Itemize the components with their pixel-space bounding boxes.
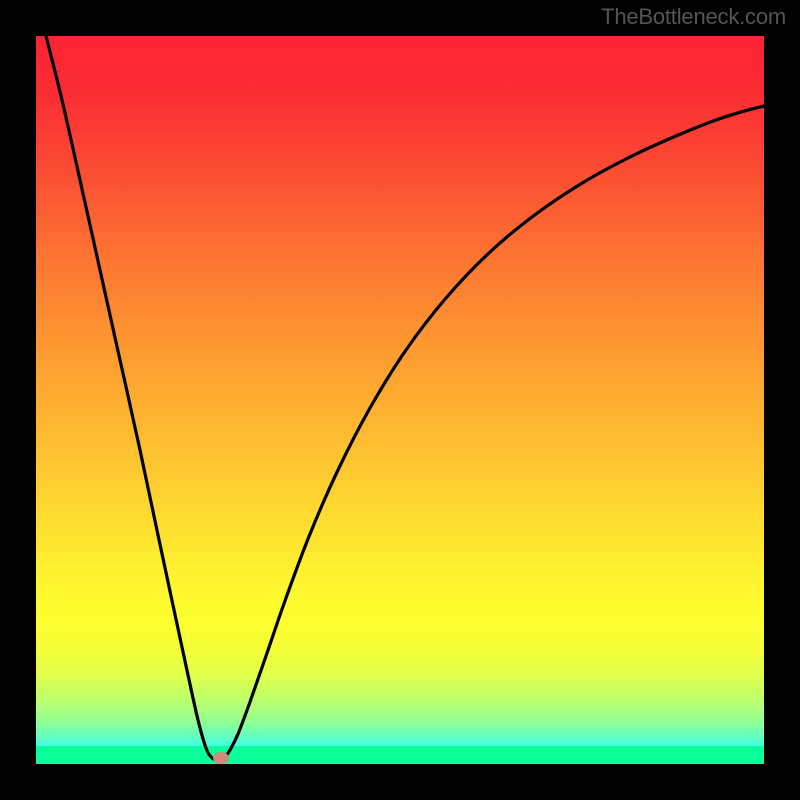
chart-svg <box>0 0 800 800</box>
watermark-text: TheBottleneck.com <box>601 4 786 30</box>
chart-root: TheBottleneck.com <box>0 0 800 800</box>
green-band <box>36 746 764 764</box>
min-marker <box>213 752 229 764</box>
